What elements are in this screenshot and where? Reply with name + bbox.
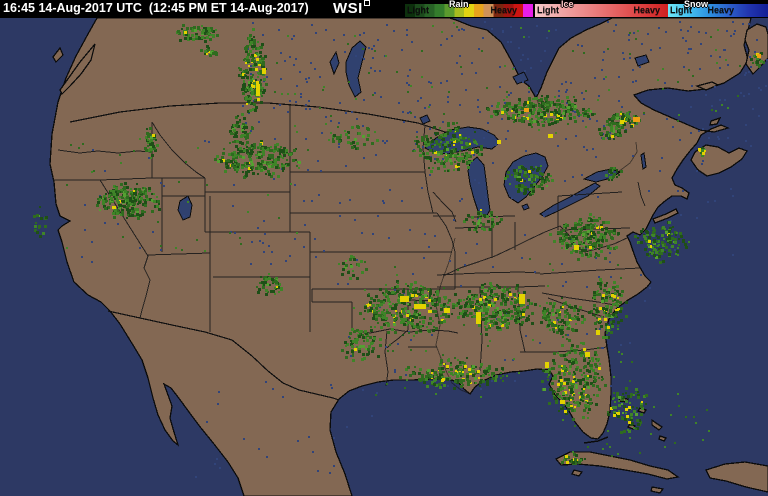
legend-ice: Ice Light Heavy: [535, 0, 674, 18]
cuba-island: [554, 451, 680, 480]
jamaica-island: [650, 486, 665, 494]
lake-erie: [539, 182, 601, 218]
quebec-lake: [634, 54, 650, 67]
legend-snow-light-label: Light: [670, 5, 692, 15]
legend-rain-light-label: Light: [407, 5, 429, 15]
isle-of-youth: [571, 469, 584, 477]
florida-keys: [583, 436, 609, 444]
radar-echoes: [33, 24, 765, 465]
timestamp: 16:45 14-Aug-2017 UTC (12:45 PM ET 14-Au…: [3, 1, 309, 15]
legend-ice-heavy-label: Heavy: [633, 5, 660, 15]
country-borders: [69, 102, 449, 401]
rain-gradient-bar: [405, 3, 533, 17]
vancouver-island: [59, 43, 96, 96]
haida-gwaii-island: [52, 46, 64, 64]
legend-snow-heavy-label: Heavy: [707, 5, 734, 15]
header-bar: 16:45 14-Aug-2017 UTC (12:45 PM ET 14-Au…: [0, 0, 768, 18]
legend-title-snow: Snow: [684, 0, 708, 9]
state-borders: [53, 104, 646, 387]
lake-manitoba: [329, 50, 340, 76]
lake-of-the-woods: [419, 114, 431, 125]
hispaniola-island: [705, 461, 768, 493]
legend-title-ice: Ice: [561, 0, 574, 9]
wsi-degree-mark: [363, 0, 370, 6]
legend-ice-light-label: Light: [537, 5, 559, 15]
wsi-logo-text: WSI: [333, 0, 363, 17]
lake-michigan: [467, 156, 491, 218]
lake-champlain: [640, 152, 647, 170]
legend-rain: Rain Light Heavy: [405, 0, 533, 18]
legend-snow: Snow Light Heavy: [668, 0, 768, 18]
anticosti-island: [695, 81, 720, 91]
lake-st-clair: [521, 203, 530, 211]
legend-title-rain: Rain: [449, 0, 469, 9]
long-island: [652, 208, 679, 224]
prince-edward-island: [709, 116, 722, 126]
legend-rain-heavy-label: Heavy: [490, 5, 517, 15]
wsi-logo: WSI: [333, 0, 370, 17]
small-lakes-speckle: [81, 21, 768, 478]
ice-gradient-bar: [535, 3, 674, 17]
james-bay-lake: [512, 71, 529, 85]
land-group: [49, 17, 768, 496]
snow-gradient-bar: [668, 3, 768, 17]
lake-winnipeg: [345, 40, 367, 98]
